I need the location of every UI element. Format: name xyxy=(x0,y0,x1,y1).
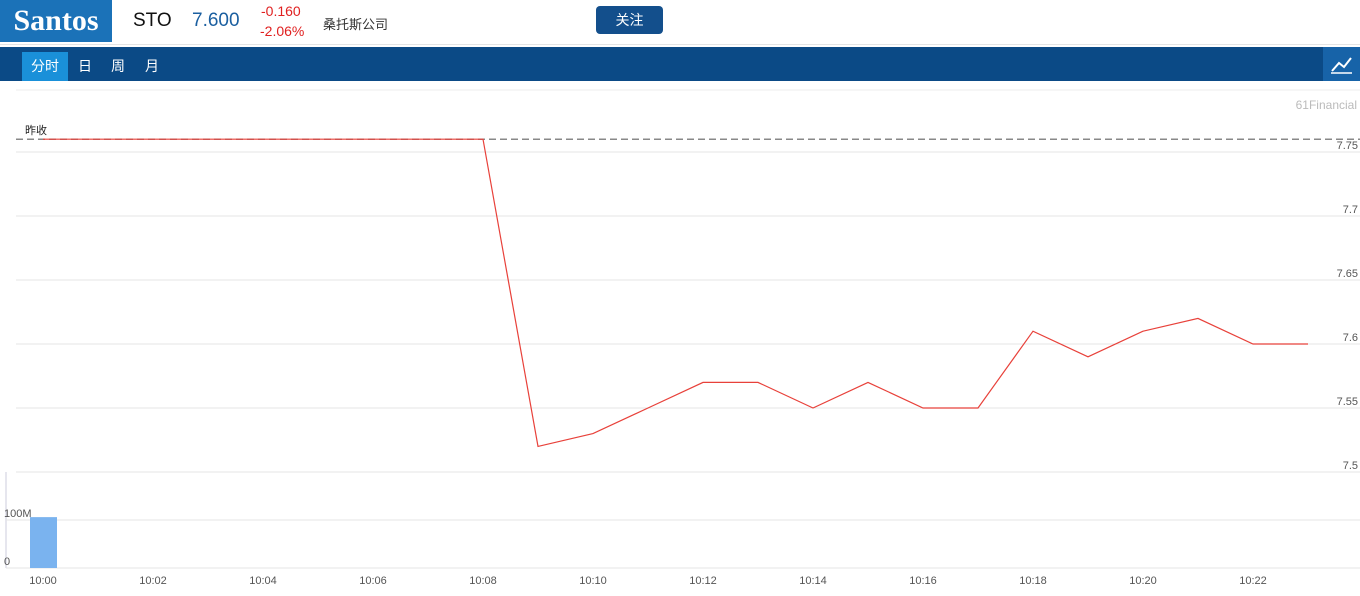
x-tick-label: 10:20 xyxy=(1129,575,1157,587)
company-name: 桑托斯公司 xyxy=(323,17,389,32)
x-tick-label: 10:02 xyxy=(139,575,167,587)
y-tick-label: 7.65 xyxy=(1337,268,1358,280)
x-tick-label: 10:12 xyxy=(689,575,717,587)
ticker: STO xyxy=(133,10,172,31)
nav-bar: 分时 日 周 月 xyxy=(0,47,1360,81)
volume-bar xyxy=(30,517,57,568)
watermark: 61Financial xyxy=(1296,98,1357,112)
tab[interactable]: 周 xyxy=(111,58,125,74)
y-tick-label: 7.5 xyxy=(1343,460,1358,472)
logo: Santos xyxy=(0,0,112,42)
x-tick-label: 10:22 xyxy=(1239,575,1267,587)
x-tick-label: 10:00 xyxy=(29,575,57,587)
icon xyxy=(1331,57,1352,74)
y-tick-label: 7.7 xyxy=(1343,204,1358,216)
chart-icon[interactable] xyxy=(1323,47,1360,81)
chart: 61Financial 7.5 7.55 7.6 7.65 7.7 7.75 昨收 0 100M… xyxy=(4,89,1360,587)
tab[interactable]: 分时 xyxy=(22,52,68,81)
change-pct: -2.06% xyxy=(260,23,305,39)
price: 7.600 xyxy=(192,10,240,31)
x-tick-label: 10:14 xyxy=(799,575,827,587)
price-line xyxy=(43,138,1308,448)
header: Santos STO 7.600 -0.160 -2.06% 桑托斯公司 关注 xyxy=(0,0,1360,45)
tab[interactable]: 月 xyxy=(145,58,159,74)
follow-button[interactable]: 关注 xyxy=(596,6,663,34)
x-tick-label: 10:06 xyxy=(359,575,387,587)
tab[interactable]: 日 xyxy=(78,58,92,74)
y-tick-label: 100M xyxy=(4,508,32,520)
y-tick-label: 7.6 xyxy=(1343,332,1358,344)
x-tick-label: 10:04 xyxy=(249,575,277,587)
y-tick-label: 7.55 xyxy=(1337,396,1358,408)
x-tick-label: 10:08 xyxy=(469,575,497,587)
x-tick-label: 10:18 xyxy=(1019,575,1047,587)
change: -0.160 xyxy=(261,3,301,19)
y-tick-label: 0 xyxy=(4,556,10,568)
x-tick-label: 10:16 xyxy=(909,575,937,587)
reference-label: 昨收 xyxy=(25,123,47,137)
y-tick-label: 7.75 xyxy=(1337,140,1358,152)
x-tick-label: 10:10 xyxy=(579,575,607,587)
